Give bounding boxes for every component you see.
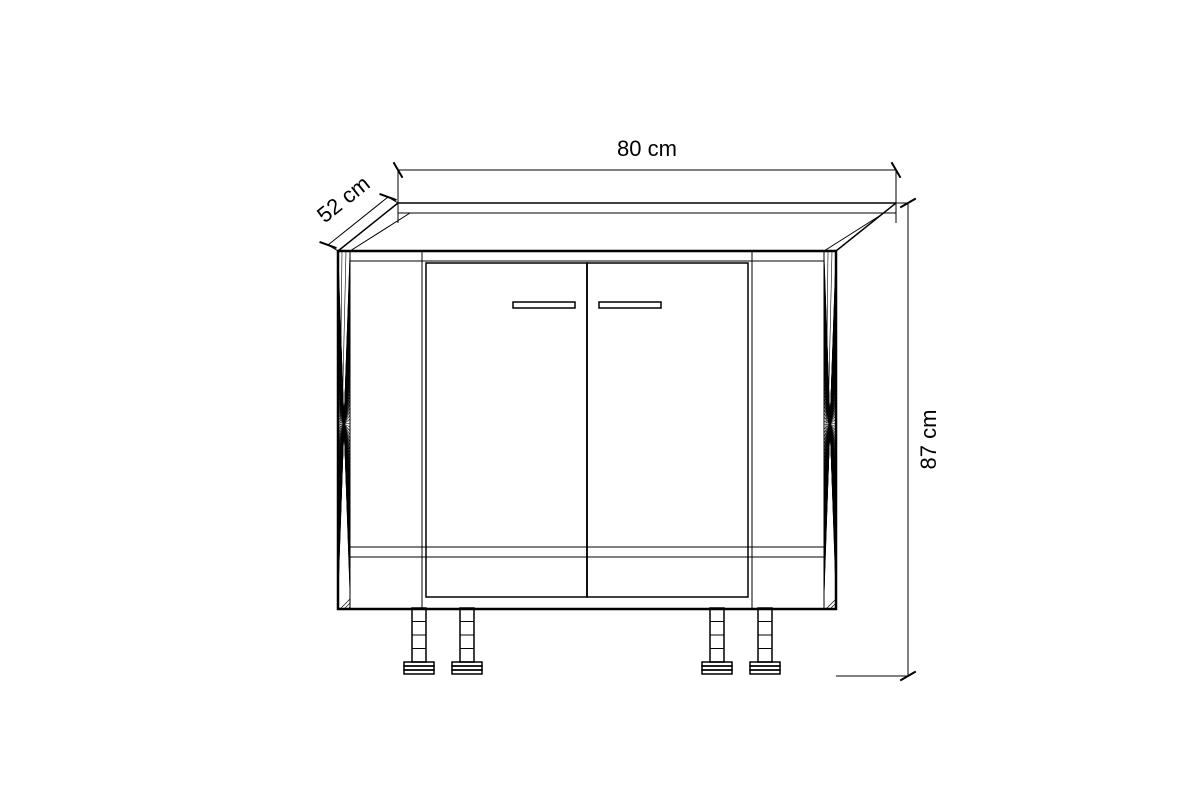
cabinet-leg (702, 608, 732, 674)
cabinet-leg (750, 608, 780, 674)
dimension-height-label: 87 cm (916, 410, 941, 470)
cabinet-technical-drawing: 80 cm 52 cm 87 cm (0, 0, 1200, 800)
dimension-depth-label: 52 cm (312, 171, 374, 228)
cabinet-leg (404, 608, 434, 674)
cabinet-leg (452, 608, 482, 674)
dimension-width-label: 80 cm (617, 136, 677, 161)
